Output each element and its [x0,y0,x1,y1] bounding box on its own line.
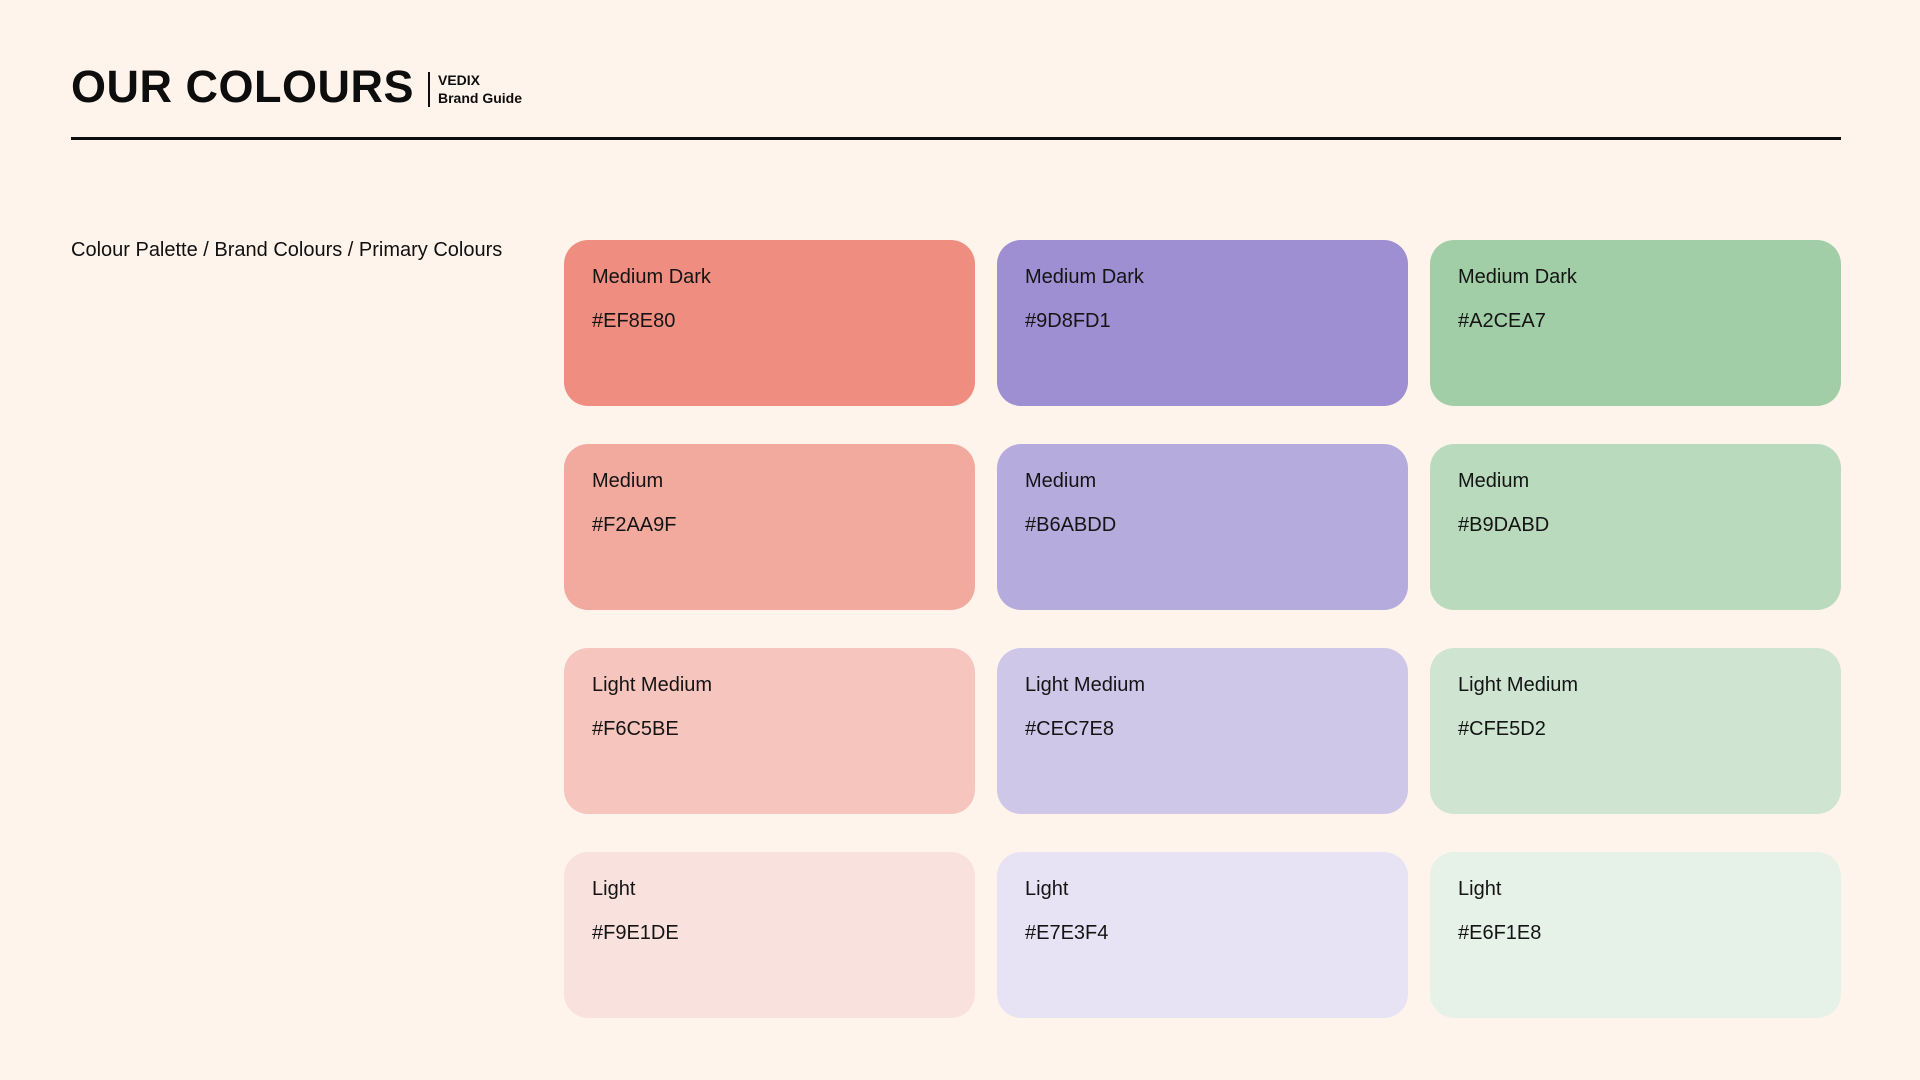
swatch-hex: #A2CEA7 [1458,310,1546,332]
swatch-card-light-medium-coral: Light Medium #F6C5BE [564,648,975,814]
swatch-card-medium-green: Medium #B9DABD [1430,444,1841,610]
brand-block: VEDIX Brand Guide [428,72,522,107]
swatch-label: Medium [592,470,664,492]
swatch-label: Medium Dark [592,266,711,288]
swatch-card-medium-purple: Medium #B6ABDD [997,444,1408,610]
header: OUR COLOURS VEDIX Brand Guide [71,64,522,109]
swatch-label: Light [1025,878,1069,900]
swatch-hex: #CEC7E8 [1025,718,1114,740]
swatch-card-light-coral: Light #F9E1DE [564,852,975,1018]
swatch-hex: #F2AA9F [592,514,677,536]
swatch-hex: #9D8FD1 [1025,310,1111,332]
swatch-label: Light Medium [592,674,713,696]
breadcrumb: Colour Palette / Brand Colours / Primary… [71,239,503,261]
swatch-card-medium-dark-purple: Medium Dark #9D8FD1 [997,240,1408,406]
swatch-card-light-purple: Light #E7E3F4 [997,852,1408,1018]
swatch-card-medium-dark-green: Medium Dark #A2CEA7 [1430,240,1841,406]
swatch-hex: #E6F1E8 [1458,922,1542,944]
swatch-card-light-medium-purple: Light Medium #CEC7E8 [997,648,1408,814]
swatch-label: Light Medium [1458,674,1579,696]
swatch-label: Medium [1458,470,1530,492]
swatch-card-medium-coral: Medium #F2AA9F [564,444,975,610]
swatch-label: Medium [1025,470,1097,492]
swatch-label: Medium Dark [1025,266,1144,288]
swatch-hex: #F6C5BE [592,718,679,740]
swatch-card-light-medium-green: Light Medium #CFE5D2 [1430,648,1841,814]
swatch-label: Light Medium [1025,674,1146,696]
colour-swatch-grid: Medium Dark #EF8E80 Medium Dark #9D8FD1 … [564,240,1841,1018]
swatch-label: Light [592,878,636,900]
swatch-hex: #CFE5D2 [1458,718,1546,740]
swatch-hex: #B6ABDD [1025,514,1117,536]
swatch-hex: #EF8E80 [592,310,676,332]
swatch-hex: #B9DABD [1458,514,1550,536]
swatch-card-medium-dark-coral: Medium Dark #EF8E80 [564,240,975,406]
swatch-label: Light [1458,878,1502,900]
page-title: OUR COLOURS [71,61,414,112]
brand-name: VEDIX [438,72,481,88]
swatch-label: Medium Dark [1458,266,1577,288]
swatch-hex: #E7E3F4 [1025,922,1109,944]
swatch-hex: #F9E1DE [592,922,679,944]
brand-subtitle: Brand Guide [438,89,523,106]
header-divider [71,137,1841,140]
swatch-card-light-green: Light #E6F1E8 [1430,852,1841,1018]
